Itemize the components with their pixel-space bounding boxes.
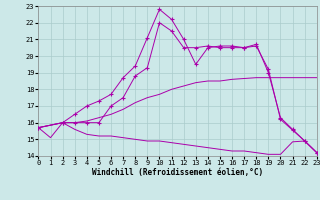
X-axis label: Windchill (Refroidissement éolien,°C): Windchill (Refroidissement éolien,°C) [92,168,263,177]
